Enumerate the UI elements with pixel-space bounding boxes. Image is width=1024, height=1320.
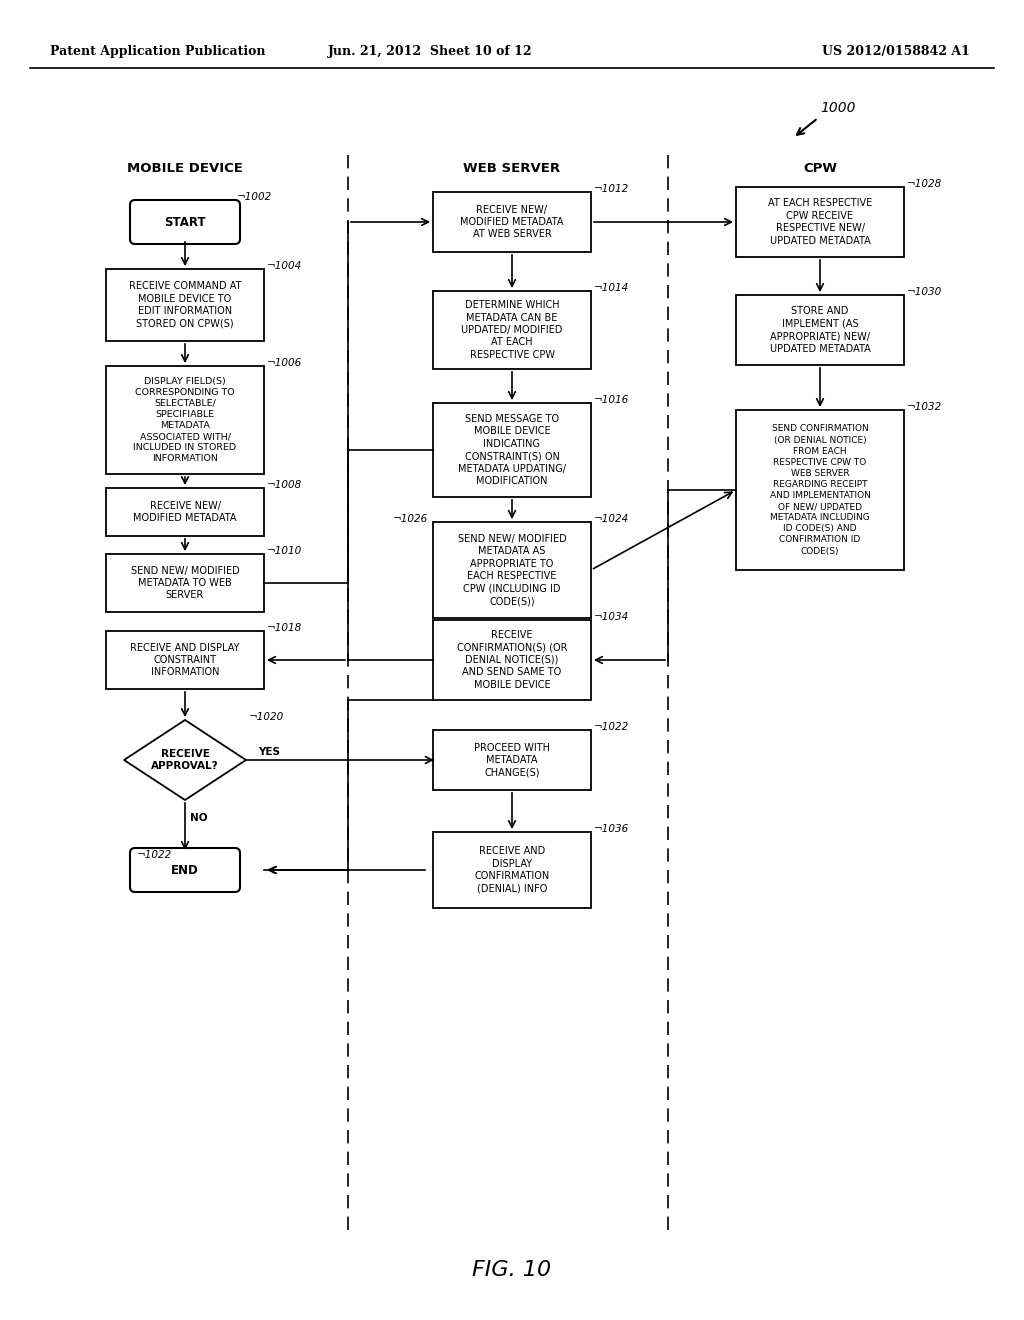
Text: ¬1014: ¬1014	[594, 282, 630, 293]
Text: MOBILE DEVICE: MOBILE DEVICE	[127, 161, 243, 174]
Text: YES: YES	[258, 747, 280, 756]
Text: RECEIVE
CONFIRMATION(S) (OR
DENIAL NOTICE(S))
AND SEND SAME TO
MOBILE DEVICE: RECEIVE CONFIRMATION(S) (OR DENIAL NOTIC…	[457, 630, 567, 690]
Text: ¬1026: ¬1026	[393, 513, 428, 524]
Text: PROCEED WITH
METADATA
CHANGE(S): PROCEED WITH METADATA CHANGE(S)	[474, 743, 550, 777]
Text: STORE AND
IMPLEMENT (AS
APPROPRIATE) NEW/
UPDATED METADATA: STORE AND IMPLEMENT (AS APPROPRIATE) NEW…	[770, 306, 870, 354]
Text: ¬1022: ¬1022	[137, 850, 172, 861]
Bar	[106, 269, 264, 341]
Text: RECEIVE COMMAND AT
MOBILE DEVICE TO
EDIT INFORMATION
STORED ON CPW(S): RECEIVE COMMAND AT MOBILE DEVICE TO EDIT…	[129, 281, 242, 329]
Text: SEND NEW/ MODIFIED
METADATA AS
APPROPRIATE TO
EACH RESPECTIVE
CPW (INCLUDING ID
: SEND NEW/ MODIFIED METADATA AS APPROPRIA…	[458, 535, 566, 606]
FancyBboxPatch shape	[130, 847, 240, 892]
Text: ¬1010: ¬1010	[267, 546, 302, 556]
Text: ¬1020: ¬1020	[249, 711, 285, 722]
Text: ¬1018: ¬1018	[267, 623, 302, 634]
Text: WEB SERVER: WEB SERVER	[464, 161, 560, 174]
Bar	[433, 521, 591, 618]
Text: ¬1034: ¬1034	[594, 612, 630, 622]
Polygon shape	[124, 719, 246, 800]
Bar	[106, 488, 264, 536]
Text: ¬1006: ¬1006	[267, 358, 302, 368]
Text: RECEIVE
APPROVAL?: RECEIVE APPROVAL?	[152, 748, 219, 771]
Text: RECEIVE AND DISPLAY
CONSTRAINT
INFORMATION: RECEIVE AND DISPLAY CONSTRAINT INFORMATI…	[130, 643, 240, 677]
Text: ¬1024: ¬1024	[594, 513, 630, 524]
Text: DETERMINE WHICH
METADATA CAN BE
UPDATED/ MODIFIED
AT EACH
RESPECTIVE CPW: DETERMINE WHICH METADATA CAN BE UPDATED/…	[462, 300, 562, 360]
Text: 1000: 1000	[820, 102, 855, 115]
Text: SEND CONFIRMATION
(OR DENIAL NOTICE)
FROM EACH
RESPECTIVE CPW TO
WEB SERVER
REGA: SEND CONFIRMATION (OR DENIAL NOTICE) FRO…	[770, 425, 870, 556]
Text: SEND MESSAGE TO
MOBILE DEVICE
INDICATING
CONSTRAINT(S) ON
METADATA UPDATING/
MOD: SEND MESSAGE TO MOBILE DEVICE INDICATING…	[458, 414, 566, 486]
Bar	[736, 411, 904, 570]
Text: Jun. 21, 2012  Sheet 10 of 12: Jun. 21, 2012 Sheet 10 of 12	[328, 45, 532, 58]
Text: END: END	[171, 863, 199, 876]
Text: RECEIVE NEW/
MODIFIED METADATA
AT WEB SERVER: RECEIVE NEW/ MODIFIED METADATA AT WEB SE…	[460, 205, 564, 239]
Text: ¬1012: ¬1012	[594, 183, 630, 194]
Text: ¬1002: ¬1002	[237, 191, 272, 202]
Text: US 2012/0158842 A1: US 2012/0158842 A1	[822, 45, 970, 58]
Text: FIG. 10: FIG. 10	[472, 1261, 552, 1280]
Text: ¬1008: ¬1008	[267, 480, 302, 490]
Text: ¬1036: ¬1036	[594, 824, 630, 834]
Bar	[433, 620, 591, 700]
Text: AT EACH RESPECTIVE
CPW RECEIVE
RESPECTIVE NEW/
UPDATED METADATA: AT EACH RESPECTIVE CPW RECEIVE RESPECTIV…	[768, 198, 872, 246]
Bar	[433, 832, 591, 908]
Text: DISPLAY FIELD(S)
CORRESPONDING TO
SELECTABLE/
SPECIFIABLE
METADATA
ASSOCIATED WI: DISPLAY FIELD(S) CORRESPONDING TO SELECT…	[133, 376, 237, 463]
Text: ¬1004: ¬1004	[267, 261, 302, 271]
Text: ¬1032: ¬1032	[907, 403, 942, 412]
Text: ¬1030: ¬1030	[907, 286, 942, 297]
Bar	[433, 290, 591, 370]
Bar	[106, 554, 264, 612]
Bar	[433, 730, 591, 789]
Bar	[433, 403, 591, 498]
Text: ¬1022: ¬1022	[594, 722, 630, 733]
Text: NO: NO	[190, 813, 208, 822]
Text: Patent Application Publication: Patent Application Publication	[50, 45, 265, 58]
FancyBboxPatch shape	[130, 201, 240, 244]
Text: SEND NEW/ MODIFIED
METADATA TO WEB
SERVER: SEND NEW/ MODIFIED METADATA TO WEB SERVE…	[131, 565, 240, 601]
Text: ¬1028: ¬1028	[907, 180, 942, 189]
Bar	[106, 366, 264, 474]
Text: CPW: CPW	[803, 161, 837, 174]
Text: ¬1016: ¬1016	[594, 395, 630, 405]
Bar	[106, 631, 264, 689]
Bar	[736, 294, 904, 366]
Text: RECEIVE AND
DISPLAY
CONFIRMATION
(DENIAL) INFO: RECEIVE AND DISPLAY CONFIRMATION (DENIAL…	[474, 846, 550, 894]
Text: START: START	[164, 215, 206, 228]
Text: RECEIVE NEW/
MODIFIED METADATA: RECEIVE NEW/ MODIFIED METADATA	[133, 500, 237, 523]
Bar	[736, 187, 904, 257]
Bar	[433, 191, 591, 252]
